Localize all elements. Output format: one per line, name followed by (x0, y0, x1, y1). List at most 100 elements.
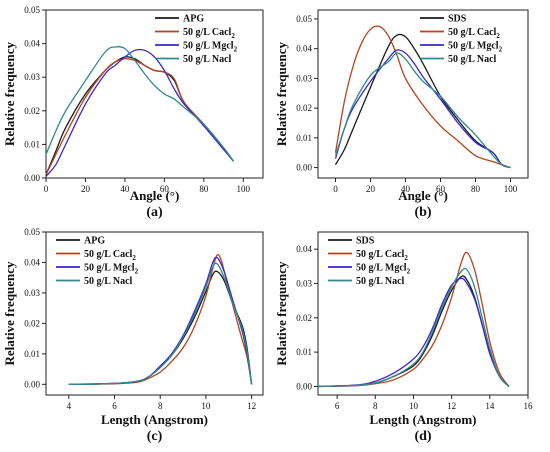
legend-label-subscript: 2 (407, 268, 411, 276)
x-tick-label: 6 (112, 401, 117, 411)
y-tick-label: 0.00 (24, 379, 40, 389)
y-tick-label: 0.03 (296, 278, 312, 288)
series-line (68, 254, 253, 385)
plot-frame (317, 231, 529, 396)
x-tick-label: 40 (401, 184, 411, 194)
legend-label-subscript: 2 (499, 46, 503, 54)
panel-label: (a) (146, 205, 163, 220)
y-tick-label: 0.01 (24, 349, 40, 359)
y-tick-label: 0.01 (24, 139, 40, 149)
x-tick-label: 12 (247, 401, 256, 411)
y-tick-label: 0.02 (296, 313, 312, 323)
y-tick-label: 0.04 (296, 44, 312, 54)
legend-label-subscript: 2 (404, 254, 408, 262)
plot-frame (45, 231, 264, 396)
chart-panel: 0 20 40 60 80 100 0.00 0.01 0.02 0.03 0.04 0.05 Angl… (274, 9, 529, 220)
x-tick-label: 0 (333, 184, 338, 194)
y-tick-label: 0.01 (296, 347, 312, 357)
x-tick-label: 12 (447, 401, 456, 411)
y-tick-label: 0.05 (24, 5, 40, 15)
legend-label: 50 g/L Cacl2 (183, 27, 235, 40)
legend-label: SDS (448, 14, 467, 25)
y-tick-label: 0.04 (24, 39, 40, 49)
y-tick-label: 0.01 (296, 133, 312, 143)
y-tick-label: 0.02 (24, 318, 40, 328)
legend-label: 50 g/L Mgcl2 (448, 41, 503, 54)
panel-label: (d) (414, 429, 431, 444)
x-tick-label: 6 (335, 401, 340, 411)
x-axis-label: Angle (°) (398, 188, 448, 203)
y-tick-label: 0.00 (296, 163, 312, 173)
y-tick-label: 0.03 (24, 288, 40, 298)
x-axis-label: Length (Angstrom) (101, 412, 208, 427)
y-tick-label: 0.05 (24, 227, 40, 237)
series-line (317, 277, 510, 388)
series-line (334, 52, 511, 169)
x-tick-label: 20 (81, 184, 91, 194)
panel-label: (c) (147, 429, 163, 444)
legend-label: 50 g/L Nacl (356, 276, 405, 287)
x-tick-label: 14 (485, 401, 495, 411)
y-axis-label: Relative frequency (2, 41, 17, 146)
chart-panel: 6 8 10 12 14 16 0.00 0.01 0.02 0.03 0.04 Length (An… (274, 231, 534, 444)
chart-panel: 0 20 40 60 80 100 0.00 0.01 0.02 0.03 0.04 0.05 Angl… (2, 5, 264, 220)
x-axis-label: Length (Angstrom) (369, 412, 476, 427)
legend-label: 50 g/L Nacl (84, 276, 133, 287)
legend-label: APG (84, 236, 105, 247)
y-axis-label: Relative frequency (274, 41, 289, 146)
legend-label-subscript: 2 (234, 46, 238, 54)
plot-frame (45, 9, 264, 179)
legend-label-subscript: 2 (135, 268, 139, 276)
x-tick-label: 60 (160, 184, 170, 194)
y-tick-label: 0.04 (296, 244, 312, 254)
y-axis-label: Relative frequency (274, 261, 289, 366)
y-tick-label: 0.04 (24, 257, 40, 267)
y-axis-label: Relative frequency (2, 261, 17, 366)
legend-label: 50 g/L Cacl2 (84, 249, 136, 262)
x-tick-label: 60 (436, 184, 446, 194)
legend-label-subscript: 2 (496, 32, 500, 40)
legend-label: 50 g/L Cacl2 (356, 249, 408, 262)
legend-label: SDS (356, 236, 375, 247)
plot-frame (317, 9, 529, 179)
x-tick-label: 8 (373, 401, 378, 411)
series-line (45, 56, 234, 175)
legend-label-subscript: 2 (132, 254, 136, 262)
legend-label: 50 g/L Mgcl2 (84, 263, 139, 276)
series-line (68, 262, 253, 385)
legend-label: 50 g/L Nacl (448, 54, 497, 65)
panel-label: (b) (414, 205, 431, 220)
x-tick-label: 20 (366, 184, 376, 194)
x-tick-label: 100 (237, 184, 251, 194)
x-tick-label: 10 (409, 401, 419, 411)
y-tick-label: 0.02 (24, 106, 40, 116)
y-tick-label: 0.05 (296, 14, 312, 24)
x-tick-label: 8 (158, 401, 163, 411)
x-tick-label: 10 (201, 401, 211, 411)
series-line (317, 267, 510, 388)
series-line (334, 25, 511, 169)
y-tick-label: 0.03 (296, 73, 312, 83)
series-line (317, 251, 510, 388)
series-line (45, 46, 234, 162)
x-tick-label: 40 (120, 184, 130, 194)
x-tick-label: 4 (67, 401, 72, 411)
x-tick-label: 0 (44, 184, 49, 194)
series-line (45, 58, 234, 175)
y-tick-label: 0.00 (296, 381, 312, 391)
x-axis-label: Angle (°) (130, 188, 180, 203)
legend-label: 50 g/L Mgcl2 (356, 263, 411, 276)
legend-label-subscript: 2 (231, 32, 235, 40)
x-tick-label: 16 (524, 401, 534, 411)
legend-label: 50 g/L Mgcl2 (183, 41, 238, 54)
legend-label: APG (183, 14, 204, 25)
y-tick-label: 0.00 (24, 173, 40, 183)
y-tick-label: 0.02 (296, 103, 312, 113)
x-tick-label: 80 (199, 184, 209, 194)
x-tick-label: 100 (504, 184, 518, 194)
